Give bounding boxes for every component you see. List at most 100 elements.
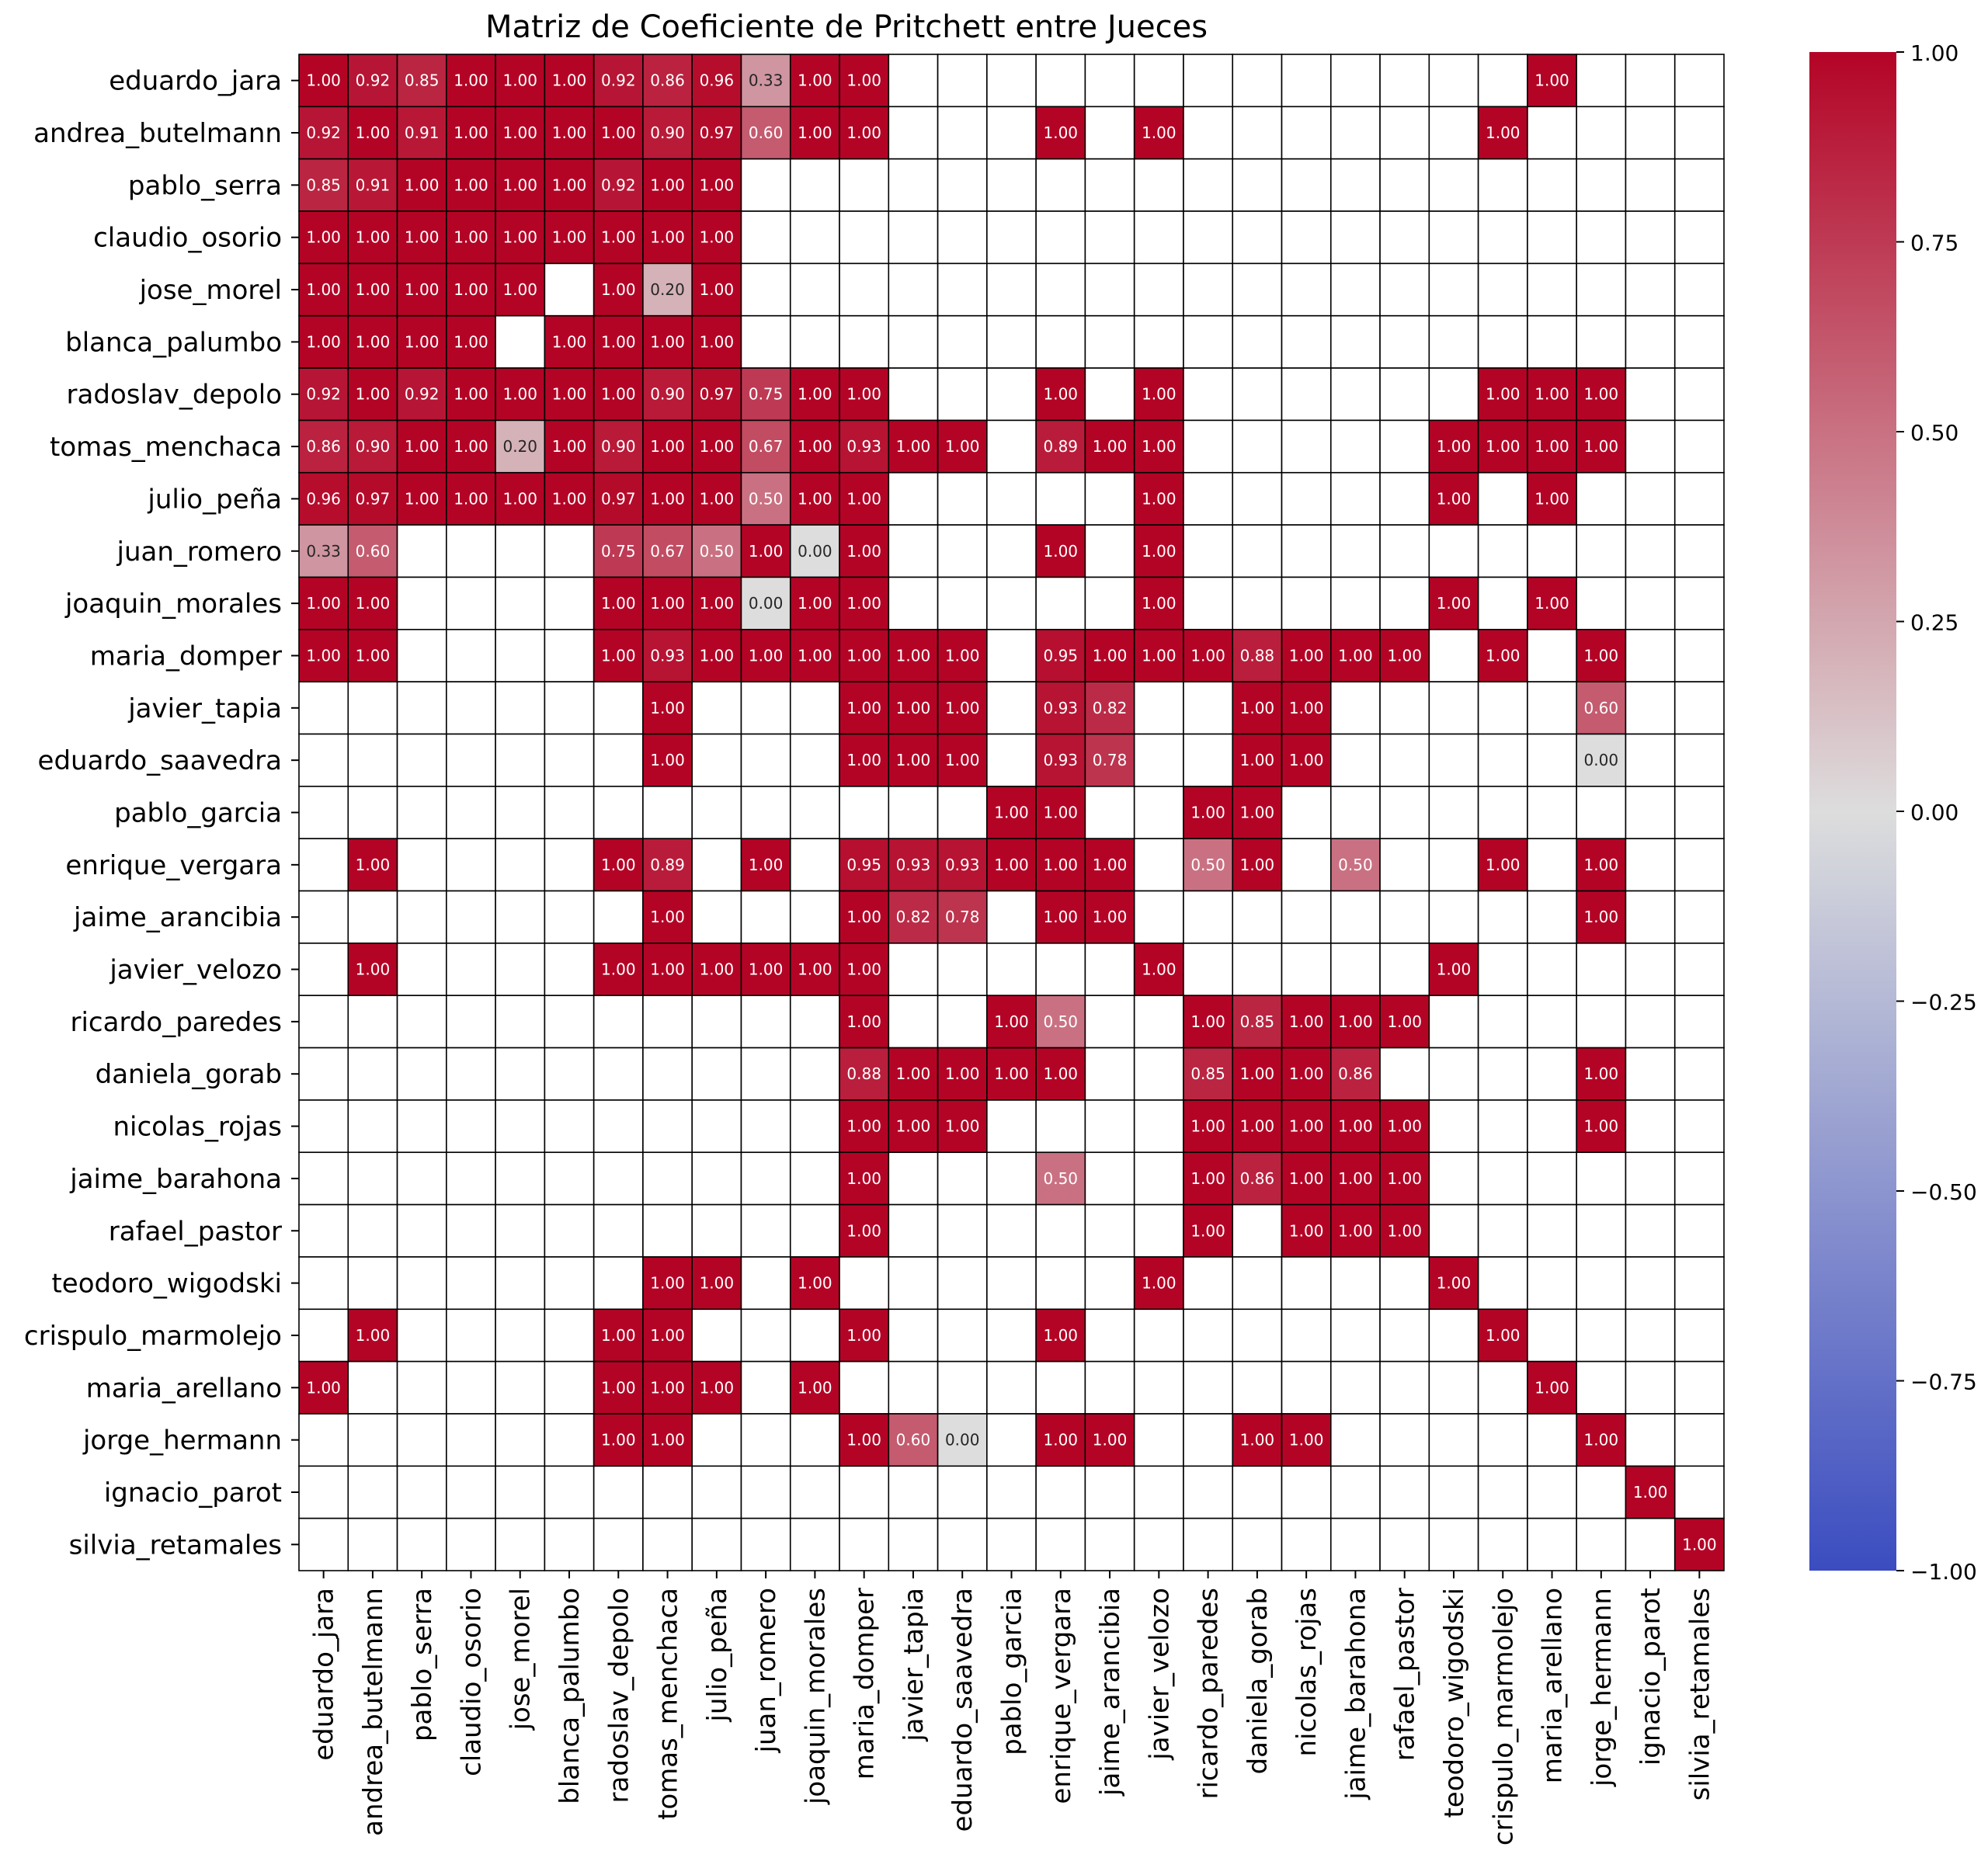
- heatmap-cell: [1527, 1256, 1577, 1311]
- heatmap-cell: [1428, 314, 1479, 369]
- cell-value-label: 1.00: [1240, 751, 1275, 769]
- cell-value-label: 1.00: [306, 646, 341, 665]
- heatmap-cell: [1576, 1203, 1627, 1258]
- heatmap-cell: [1673, 367, 1725, 422]
- heatmap-cell: [839, 1413, 890, 1467]
- row-label: jaime_arancibia: [73, 902, 282, 933]
- heatmap-cell: [789, 838, 840, 892]
- cell-value-label: 1.00: [700, 1378, 735, 1397]
- heatmap-cell: [1477, 1465, 1528, 1519]
- cell-value-label: 1.00: [502, 489, 537, 508]
- heatmap-cell: [396, 471, 447, 526]
- heatmap-cell: [888, 1308, 939, 1363]
- heatmap-cell: [1281, 419, 1332, 474]
- cell-value-label: 0.00: [1584, 751, 1619, 769]
- column-label: andrea_butelmann: [358, 1588, 389, 1836]
- cell-value-label: 1.00: [945, 751, 980, 769]
- heatmap-cell: [888, 943, 939, 996]
- heatmap-cell: [691, 1099, 742, 1154]
- cell-value-label: 0.67: [749, 437, 784, 456]
- cell-value-label: 1.00: [1486, 385, 1521, 404]
- heatmap-cell: [347, 1047, 398, 1101]
- heatmap-cell: [1035, 1465, 1086, 1519]
- heatmap-cell: [789, 733, 840, 787]
- heatmap-cell: [1673, 471, 1725, 526]
- cell-value-label: 0.93: [1044, 751, 1079, 769]
- heatmap-cell: [888, 681, 939, 735]
- heatmap-cell: [888, 838, 939, 892]
- heatmap-cell: [691, 158, 742, 212]
- cell-value-label: 1.00: [650, 437, 685, 456]
- heatmap-cell: [986, 1360, 1037, 1415]
- heatmap-cell: [888, 576, 939, 630]
- heatmap-cell: [495, 1203, 546, 1258]
- heatmap-cell: [789, 1360, 840, 1415]
- heatmap-cell: [495, 1151, 546, 1206]
- heatmap-cell: [1477, 314, 1528, 369]
- cell-value-label: 1.00: [700, 1274, 735, 1293]
- heatmap-cell: [789, 210, 840, 265]
- heatmap-cell: [347, 1413, 398, 1467]
- heatmap-cell: [740, 1517, 791, 1571]
- heatmap-cell: [544, 1203, 595, 1258]
- cell-value-label: 1.00: [798, 123, 832, 142]
- heatmap-cell: [1183, 1203, 1234, 1258]
- cell-value-label: 1.00: [896, 437, 931, 456]
- column-label: ignacio_parot: [1635, 1588, 1667, 1766]
- heatmap-cell: [1084, 1203, 1135, 1258]
- heatmap-cell: [789, 1413, 840, 1467]
- column-label: javier_tapia: [898, 1588, 930, 1742]
- cell-value-label: 0.50: [1338, 856, 1373, 874]
- cell-value-label: 1.00: [601, 123, 636, 142]
- cell-value-label: 1.00: [306, 332, 341, 351]
- heatmap-cell: [937, 1203, 988, 1258]
- heatmap-cell: [1329, 1360, 1381, 1415]
- heatmap-cell: [1035, 54, 1086, 108]
- heatmap-cell: [495, 1465, 546, 1519]
- heatmap-cell: [1428, 524, 1479, 578]
- heatmap-cell: [839, 210, 890, 265]
- heatmap-cell: [1576, 890, 1627, 944]
- column-label: jorge_hermann: [1587, 1588, 1618, 1787]
- heatmap-cell: [1133, 54, 1184, 108]
- heatmap-cell: [888, 210, 939, 265]
- heatmap-cell: [1428, 628, 1479, 682]
- heatmap-cell: [446, 262, 496, 317]
- heatmap-cell: [1281, 890, 1332, 944]
- heatmap-cell: [495, 524, 546, 578]
- heatmap-cell: [544, 1360, 595, 1415]
- cell-value-label: 1.00: [356, 856, 391, 874]
- heatmap-cell: [298, 733, 349, 787]
- heatmap-cell: [1035, 628, 1086, 682]
- heatmap-cell: [1527, 838, 1577, 892]
- column-label: blanca_palumbo: [554, 1588, 586, 1804]
- cell-value-label: 0.93: [896, 856, 931, 874]
- heatmap-cell: [888, 471, 939, 526]
- heatmap-cell: [691, 681, 742, 735]
- cell-value-label: 1.00: [552, 123, 587, 142]
- heatmap-cell: [593, 995, 644, 1049]
- heatmap-cell: [1281, 1099, 1332, 1154]
- heatmap-cell: [1576, 262, 1627, 317]
- heatmap-cell: [1527, 210, 1577, 265]
- cell-value-label: 1.00: [846, 1326, 881, 1345]
- heatmap-cell: [544, 1099, 595, 1154]
- cell-value-label: 1.00: [1486, 123, 1521, 142]
- cell-value-label: 0.92: [601, 175, 636, 194]
- heatmap-cell: [937, 733, 988, 787]
- cell-value-label: 1.00: [749, 646, 784, 665]
- cell-value-label: 1.00: [1142, 646, 1176, 665]
- cell-value-label: 1.00: [356, 1326, 391, 1345]
- heatmap-cell: [740, 628, 791, 682]
- heatmap-cell: [839, 576, 890, 630]
- heatmap-cell: [789, 1256, 840, 1311]
- heatmap-cell: [347, 471, 398, 526]
- heatmap-cell: [1183, 943, 1234, 996]
- heatmap-cell: [1379, 471, 1430, 526]
- heatmap-cell: [789, 943, 840, 996]
- column-label: juan_romero: [751, 1588, 782, 1753]
- cell-value-label: 1.00: [454, 228, 488, 247]
- heatmap-cell: [1133, 576, 1184, 630]
- heatmap-cell: [1035, 1256, 1086, 1311]
- heatmap-cell: [1183, 54, 1234, 108]
